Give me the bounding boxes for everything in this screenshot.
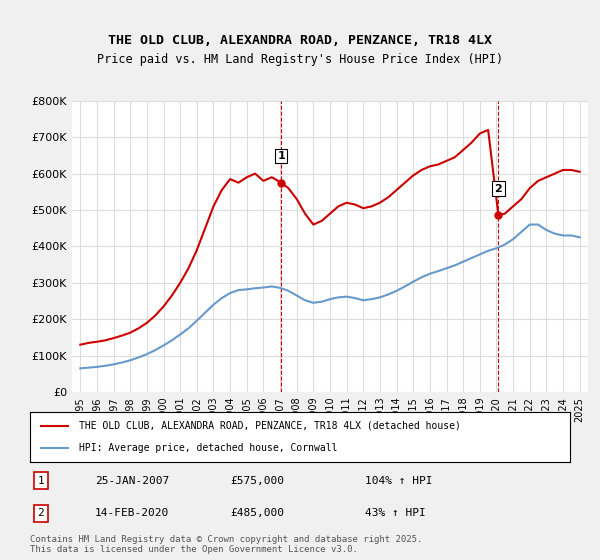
Text: THE OLD CLUB, ALEXANDRA ROAD, PENZANCE, TR18 4LX (detached house): THE OLD CLUB, ALEXANDRA ROAD, PENZANCE, … xyxy=(79,421,460,431)
Text: £485,000: £485,000 xyxy=(230,508,284,519)
Text: 1: 1 xyxy=(37,475,44,486)
Text: 104% ↑ HPI: 104% ↑ HPI xyxy=(365,475,432,486)
Text: 25-JAN-2007: 25-JAN-2007 xyxy=(95,475,169,486)
Text: Price paid vs. HM Land Registry's House Price Index (HPI): Price paid vs. HM Land Registry's House … xyxy=(97,53,503,66)
Text: 1: 1 xyxy=(277,151,285,161)
Text: 43% ↑ HPI: 43% ↑ HPI xyxy=(365,508,425,519)
Text: 14-FEB-2020: 14-FEB-2020 xyxy=(95,508,169,519)
Text: 2: 2 xyxy=(494,184,502,194)
Text: HPI: Average price, detached house, Cornwall: HPI: Average price, detached house, Corn… xyxy=(79,443,337,453)
Text: £575,000: £575,000 xyxy=(230,475,284,486)
Text: THE OLD CLUB, ALEXANDRA ROAD, PENZANCE, TR18 4LX: THE OLD CLUB, ALEXANDRA ROAD, PENZANCE, … xyxy=(108,34,492,46)
Text: Contains HM Land Registry data © Crown copyright and database right 2025.
This d: Contains HM Land Registry data © Crown c… xyxy=(30,535,422,554)
Text: 2: 2 xyxy=(37,508,44,519)
